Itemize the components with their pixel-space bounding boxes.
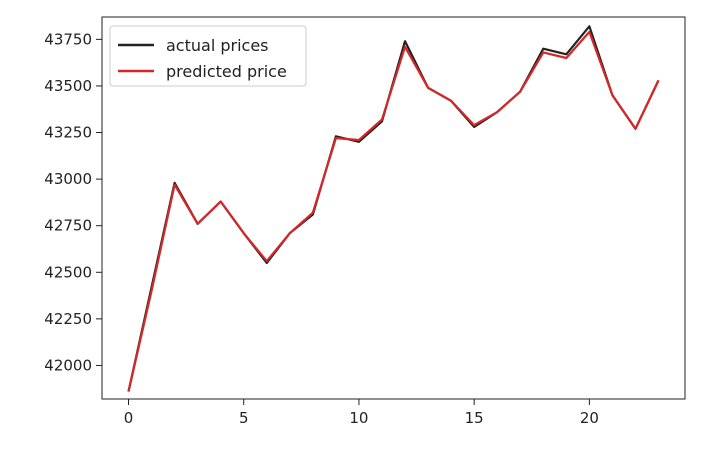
x-axis-ticks: 0 5 10 15 20 [124, 399, 599, 427]
y-axis-ticks: 42000 42250 42500 42750 43000 43250 43500 43750 [44, 30, 102, 374]
y-tick-label: 42250 [44, 310, 92, 328]
x-tick-label: 5 [239, 409, 249, 427]
legend-label-predicted-price: predicted price [166, 62, 287, 81]
legend: actual prices predicted price [109, 25, 307, 87]
x-tick-label: 10 [349, 409, 368, 427]
y-tick-label: 43250 [44, 124, 92, 142]
x-tick-label: 15 [465, 409, 484, 427]
legend-box [109, 25, 307, 87]
y-tick-label: 42750 [44, 217, 92, 235]
y-tick-label: 43500 [44, 77, 92, 95]
y-tick-label: 42500 [44, 263, 92, 281]
y-tick-label: 43000 [44, 170, 92, 188]
legend-label-actual-prices: actual prices [166, 36, 269, 55]
y-tick-label: 42000 [44, 356, 92, 374]
x-tick-label: 20 [580, 409, 599, 427]
x-tick-label: 0 [124, 409, 134, 427]
y-tick-label: 43750 [44, 30, 92, 48]
series-lines [127, 25, 660, 392]
series-line-predicted-price [127, 30, 660, 392]
